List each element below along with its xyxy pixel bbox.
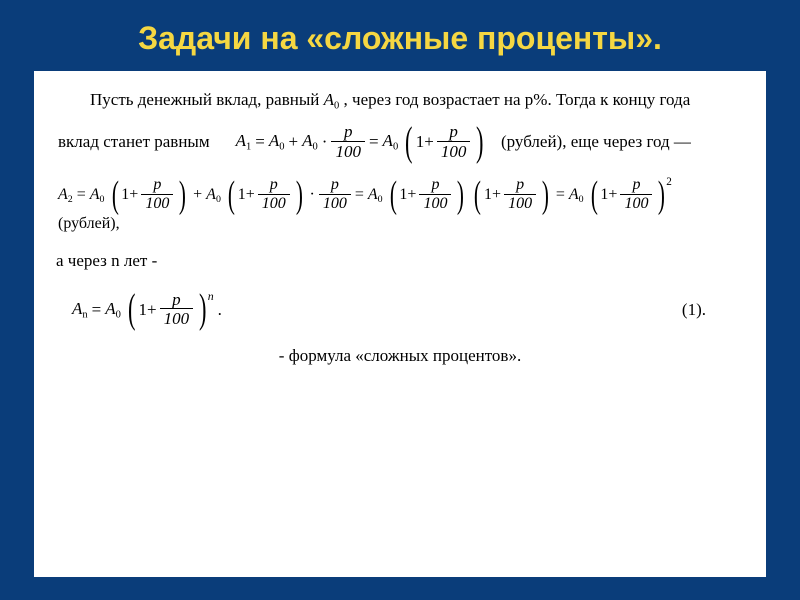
sym-A0b: A0 bbox=[302, 130, 318, 154]
line-n-years: а через n лет - bbox=[56, 250, 744, 272]
paren-2d: ( 1+ p100 ) bbox=[471, 177, 552, 213]
exponent-n: n bbox=[208, 289, 214, 304]
sym-An: An bbox=[72, 298, 88, 322]
sym-A1: A1 bbox=[236, 130, 252, 154]
frac-p-100: p 100 bbox=[331, 123, 365, 161]
paren-2c: ( 1+ p100 ) bbox=[387, 177, 468, 213]
paren-2a: ( 1+ p100 ) bbox=[109, 177, 190, 213]
paren-2e: ( 1+ p100 ) 2 bbox=[588, 177, 672, 213]
paren-n: ( 1+ p100 ) n bbox=[125, 291, 214, 329]
equation-A1: вклад станет равным A1 = A0 + A0 · p 100… bbox=[56, 123, 744, 161]
intro-part1: Пусть денежный вклад, равный bbox=[90, 90, 324, 109]
sym-A0: A0 bbox=[269, 130, 285, 154]
intro-part2: , через год возрастает на p%. Тогда к ко… bbox=[344, 90, 691, 109]
formula-caption: - формула «сложных процентов». bbox=[56, 345, 744, 367]
equation-An: An = A0 ( 1+ p100 ) n . (1). bbox=[70, 291, 744, 329]
equation-A2: A2 = A0 ( 1+ p100 ) + A0 ( 1+ p100 ) bbox=[56, 177, 744, 234]
paren-1: ( 1 + p 100 ) bbox=[402, 123, 487, 161]
line2-trail: (рублей), еще через год — bbox=[501, 131, 691, 153]
symbol-A0: A0 bbox=[324, 90, 340, 109]
sym-A2: A2 bbox=[58, 185, 73, 207]
frac-p-100b: p 100 bbox=[437, 123, 471, 161]
intro-text: Пусть денежный вклад, равный A0 , через … bbox=[56, 89, 744, 113]
line3-trail: (рублей), bbox=[58, 214, 120, 235]
equation-number: (1). bbox=[682, 299, 706, 321]
exponent-2: 2 bbox=[666, 175, 672, 190]
line2-lead: вклад станет равным bbox=[58, 131, 210, 153]
slide: Задачи на «сложные проценты». Пусть дене… bbox=[0, 0, 800, 600]
paren-2b: ( 1+ p100 ) bbox=[225, 177, 306, 213]
content-panel: Пусть денежный вклад, равный A0 , через … bbox=[34, 71, 766, 577]
slide-title: Задачи на «сложные проценты». bbox=[0, 0, 800, 71]
sym-A0c: A0 bbox=[383, 130, 399, 154]
